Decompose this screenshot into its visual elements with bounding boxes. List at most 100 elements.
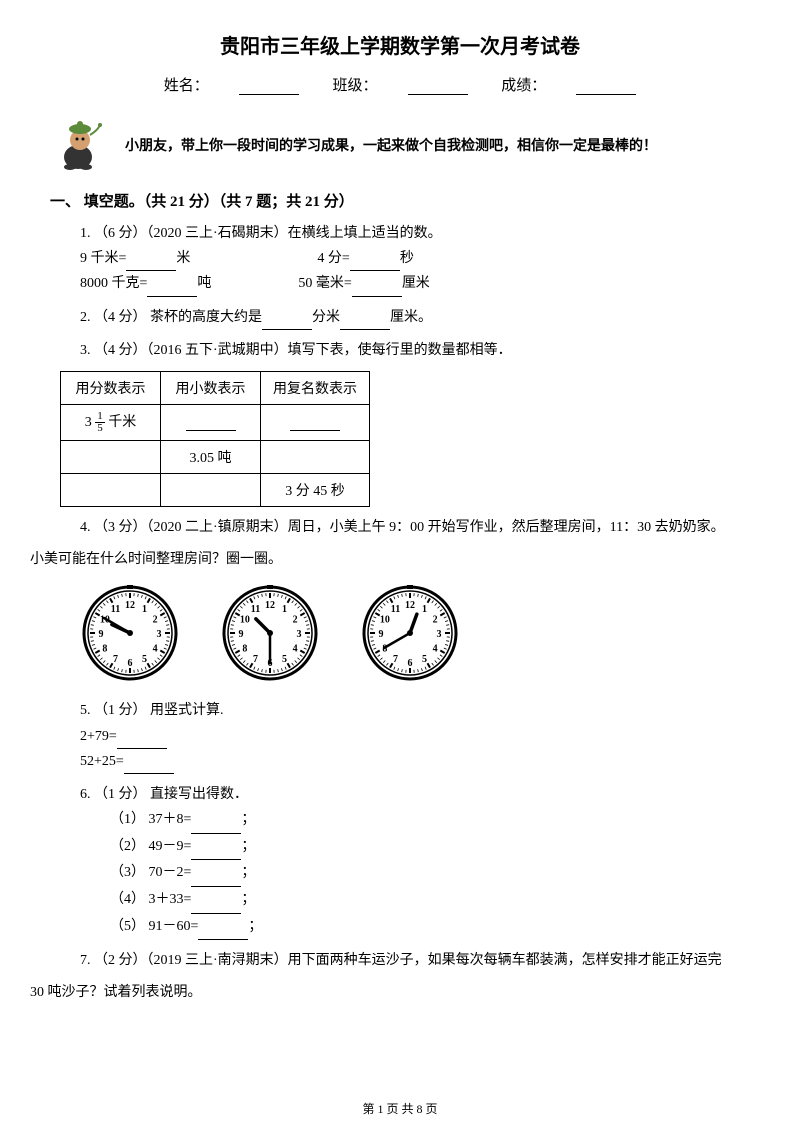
q3-r3c2-blank[interactable] xyxy=(161,474,261,507)
q5-blank-2[interactable] xyxy=(124,758,174,774)
q6-item-1: （1） 37＋8=； xyxy=(110,807,750,834)
question-2: 2. （4 分） 茶杯的高度大约是分米厘米。 xyxy=(80,305,750,330)
q1-l1b: 米 xyxy=(176,251,190,266)
q3-h3: 用复名数表示 xyxy=(261,371,370,404)
name-label: 姓名： xyxy=(164,78,209,94)
q2-end: 厘米。 xyxy=(390,310,432,325)
svg-text:4: 4 xyxy=(293,644,298,655)
q6-blank-2[interactable] xyxy=(191,844,241,860)
q1-l1d: 秒 xyxy=(400,251,414,266)
q1-blank-2[interactable] xyxy=(350,255,400,271)
q6-blank-3[interactable] xyxy=(191,871,241,887)
svg-text:11: 11 xyxy=(251,604,260,615)
svg-text:9: 9 xyxy=(379,629,384,640)
svg-text:10: 10 xyxy=(380,615,390,626)
q6-item-text-5: （5） 91－60= xyxy=(110,919,198,934)
q6-blank-5[interactable] xyxy=(198,924,248,940)
clock-1[interactable]: 121234567891011 xyxy=(80,583,180,683)
q1-blank-3[interactable] xyxy=(147,281,197,297)
q3-frac-den: 5 xyxy=(95,423,105,434)
q6-semi-4: ； xyxy=(241,892,255,907)
q3-r1c1: 3 15 千米 xyxy=(61,404,161,440)
q5-prefix: 5. （1 分） 用竖式计算. xyxy=(80,698,750,723)
q5-a: 2+79= xyxy=(80,729,117,744)
svg-text:11: 11 xyxy=(391,604,400,615)
svg-text:8: 8 xyxy=(242,644,247,655)
q2-blank-2[interactable] xyxy=(340,314,390,330)
q3-r1c1-post: 千米 xyxy=(105,415,137,430)
name-blank[interactable] xyxy=(239,79,299,95)
svg-text:9: 9 xyxy=(99,629,104,640)
svg-text:2: 2 xyxy=(293,615,298,626)
q3-r3c1-blank[interactable] xyxy=(61,474,161,507)
svg-text:2: 2 xyxy=(433,615,438,626)
score-label: 成绩： xyxy=(501,78,546,94)
q6-prefix: 6. （1 分） 直接写出得数． xyxy=(80,782,750,807)
q1-blank-4[interactable] xyxy=(352,281,402,297)
class-label: 班级： xyxy=(332,78,377,94)
q5-b: 52+25= xyxy=(80,754,124,769)
q1-l2c: 50 毫米= xyxy=(298,276,351,291)
q1-l2d: 厘米 xyxy=(402,276,430,291)
svg-text:9: 9 xyxy=(239,629,244,640)
q6-item-text-4: （4） 3＋33= xyxy=(110,892,191,907)
q7-line2-wrap: 30 吨沙子？试着列表说明。 xyxy=(30,981,750,1001)
q5-blank-1[interactable] xyxy=(117,733,167,749)
question-7: 7. （2 分）（2019 三上·南浔期末）用下面两种车运沙子，如果每次每辆车都… xyxy=(80,948,750,973)
q1-blank-1[interactable] xyxy=(126,255,176,271)
q3-r3c3: 3 分 45 秒 xyxy=(261,474,370,507)
q1-prefix: 1. （6 分）（2020 三上·石碣期末）在横线上填上适当的数。 xyxy=(80,221,750,246)
intro-text: 小朋友，带上你一段时间的学习成果，一起来做个自我检测吧，相信你一定是最棒的！ xyxy=(125,135,657,155)
q3-r2c2: 3.05 吨 xyxy=(161,441,261,474)
class-blank[interactable] xyxy=(408,79,468,95)
svg-text:8: 8 xyxy=(102,644,107,655)
svg-text:4: 4 xyxy=(433,644,438,655)
q6-item-3: （3） 70－2= ； xyxy=(110,860,750,887)
q6-semi-3: ； xyxy=(241,865,255,880)
q6-blank-1[interactable] xyxy=(191,818,241,834)
q3-prefix: 3. （4 分）（2016 五下·武城期中）填写下表，使每行里的数量都相等． xyxy=(80,338,750,363)
svg-text:10: 10 xyxy=(240,615,250,626)
svg-text:7: 7 xyxy=(393,655,398,666)
q1-l2a: 8000 千克= xyxy=(80,276,147,291)
question-1: 1. （6 分）（2020 三上·石碣期末）在横线上填上适当的数。 9 千米=米… xyxy=(80,221,750,297)
q3-r2c3-blank[interactable] xyxy=(261,441,370,474)
svg-text:11: 11 xyxy=(111,604,120,615)
svg-text:5: 5 xyxy=(422,655,427,666)
q6-item-2: （2） 49－9=； xyxy=(110,834,750,861)
q7-line2: 30 吨沙子？试着列表说明。 xyxy=(30,985,202,1000)
svg-text:3: 3 xyxy=(157,629,162,640)
svg-text:7: 7 xyxy=(113,655,118,666)
svg-text:1: 1 xyxy=(282,604,287,615)
q6-item-text-3: （3） 70－2= xyxy=(110,865,191,880)
svg-text:3: 3 xyxy=(297,629,302,640)
clock-2[interactable]: 121234567891011 xyxy=(220,583,320,683)
q2-blank-1[interactable] xyxy=(262,314,312,330)
svg-text:12: 12 xyxy=(405,600,415,611)
q3-r1c2-blank[interactable] xyxy=(161,404,261,440)
q1-l1c: 4 分= xyxy=(317,251,349,266)
q1-l2b: 吨 xyxy=(197,276,211,291)
q6-blank-4[interactable] xyxy=(191,898,241,914)
exam-title: 贵阳市三年级上学期数学第一次月考试卷 xyxy=(50,30,750,59)
q6-semi-5: ； xyxy=(248,919,262,934)
q3-r2c1-blank[interactable] xyxy=(61,441,161,474)
q6-item-4: （4） 3＋33= ； xyxy=(110,887,750,914)
question-3: 3. （4 分）（2016 五下·武城期中）填写下表，使每行里的数量都相等． xyxy=(80,338,750,363)
svg-text:4: 4 xyxy=(153,644,158,655)
q3-h1: 用分数表示 xyxy=(61,371,161,404)
svg-text:1: 1 xyxy=(422,604,427,615)
question-6: 6. （1 分） 直接写出得数． （1） 37＋8=；（2） 49－9=；（3）… xyxy=(80,782,750,940)
svg-text:5: 5 xyxy=(142,655,147,666)
svg-text:1: 1 xyxy=(142,604,147,615)
clocks-row: 121234567891011 121234567891011 12123456… xyxy=(80,583,750,683)
intro-section: 小朋友，带上你一段时间的学习成果，一起来做个自我检测吧，相信你一定是最棒的！ xyxy=(50,115,750,175)
clock-3[interactable]: 121234567891011 xyxy=(360,583,460,683)
q4-line2: 小美可能在什么时间整理房间？圈一圈。 xyxy=(30,552,282,567)
score-blank[interactable] xyxy=(576,79,636,95)
q6-item-text-2: （2） 49－9= xyxy=(110,839,191,854)
svg-text:6: 6 xyxy=(128,658,133,669)
q3-r1c1-pre: 3 xyxy=(85,415,96,430)
q4-line1: 4. （3 分）（2020 二上·镇原期末）周日，小美上午 9：00 开始写作业… xyxy=(80,520,725,535)
q3-r1c3-blank[interactable] xyxy=(261,404,370,440)
